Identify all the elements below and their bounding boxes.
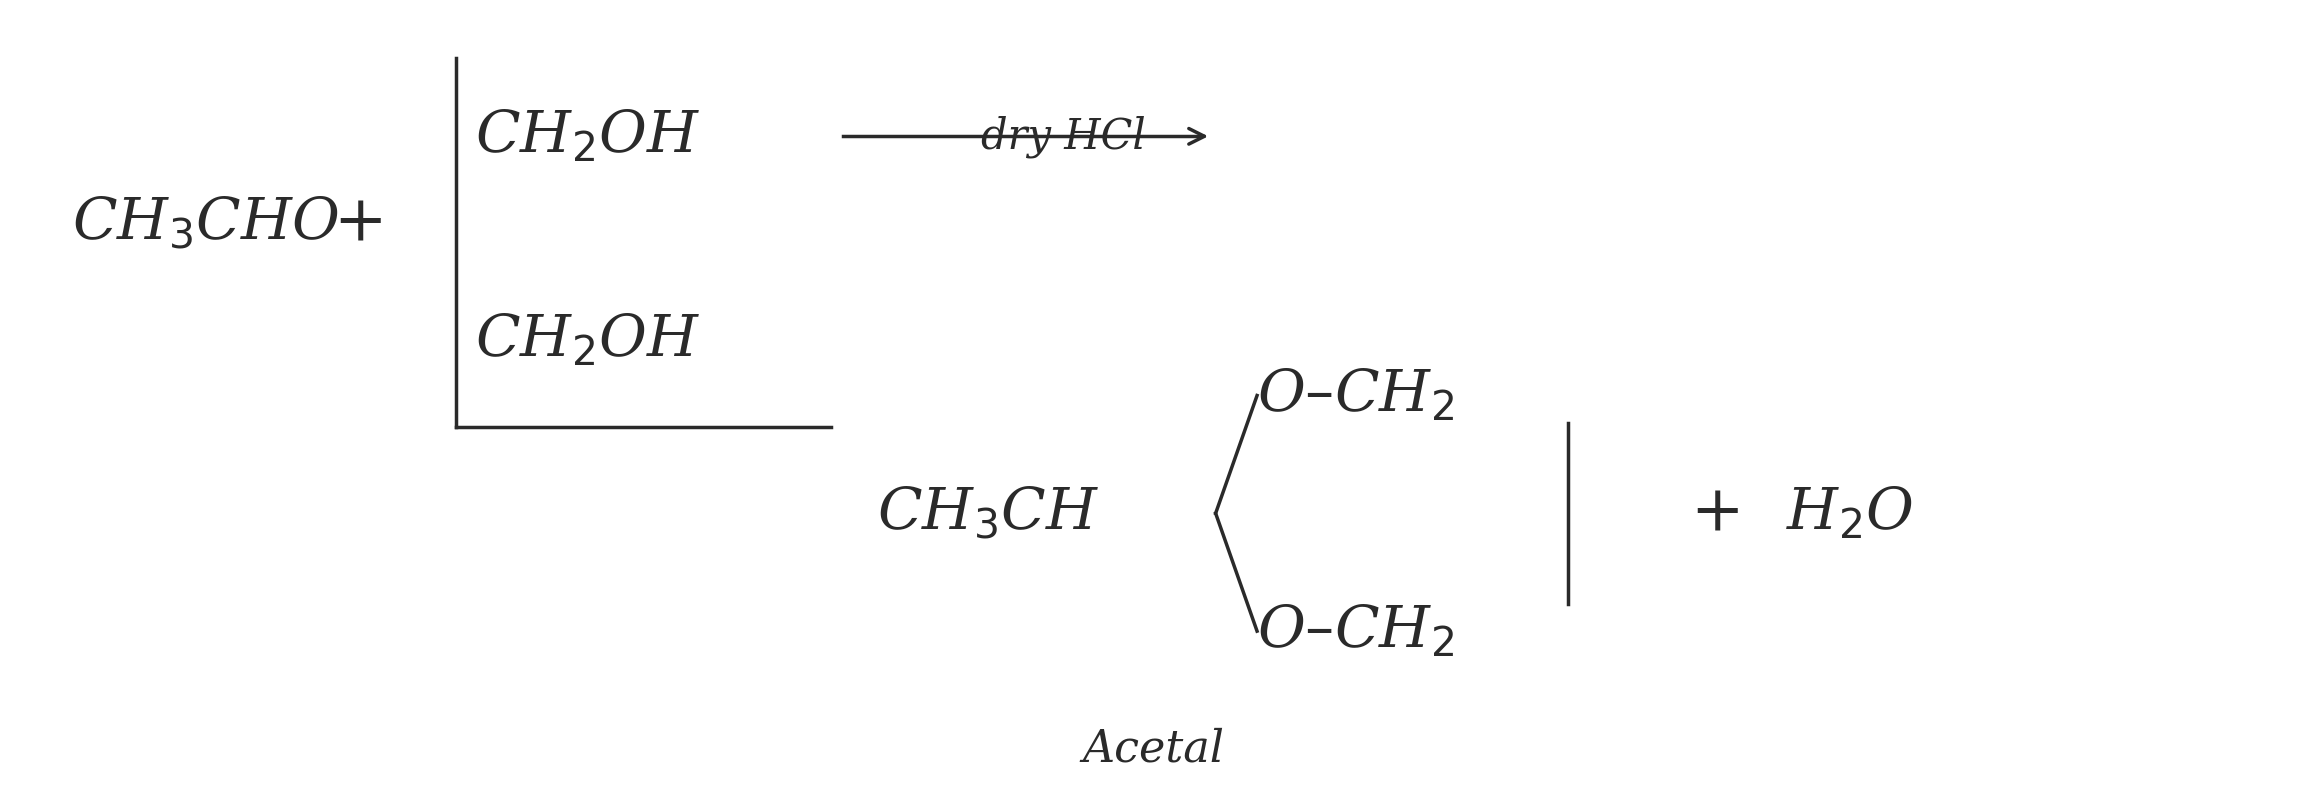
Text: Acetal: Acetal — [1082, 728, 1225, 770]
Text: +: + — [1691, 483, 1744, 544]
Text: H$_2$O: H$_2$O — [1786, 485, 1915, 542]
Text: O–CH$_2$: O–CH$_2$ — [1257, 603, 1453, 660]
Text: CH$_2$OH: CH$_2$OH — [475, 312, 699, 369]
Text: CH$_3$CHO: CH$_3$CHO — [72, 195, 339, 252]
Text: dry HCl: dry HCl — [980, 115, 1147, 157]
Text: O–CH$_2$: O–CH$_2$ — [1257, 367, 1453, 424]
Text: +: + — [332, 192, 385, 253]
Text: CH$_2$OH: CH$_2$OH — [475, 108, 699, 165]
Text: CH$_3$CH: CH$_3$CH — [877, 485, 1100, 542]
